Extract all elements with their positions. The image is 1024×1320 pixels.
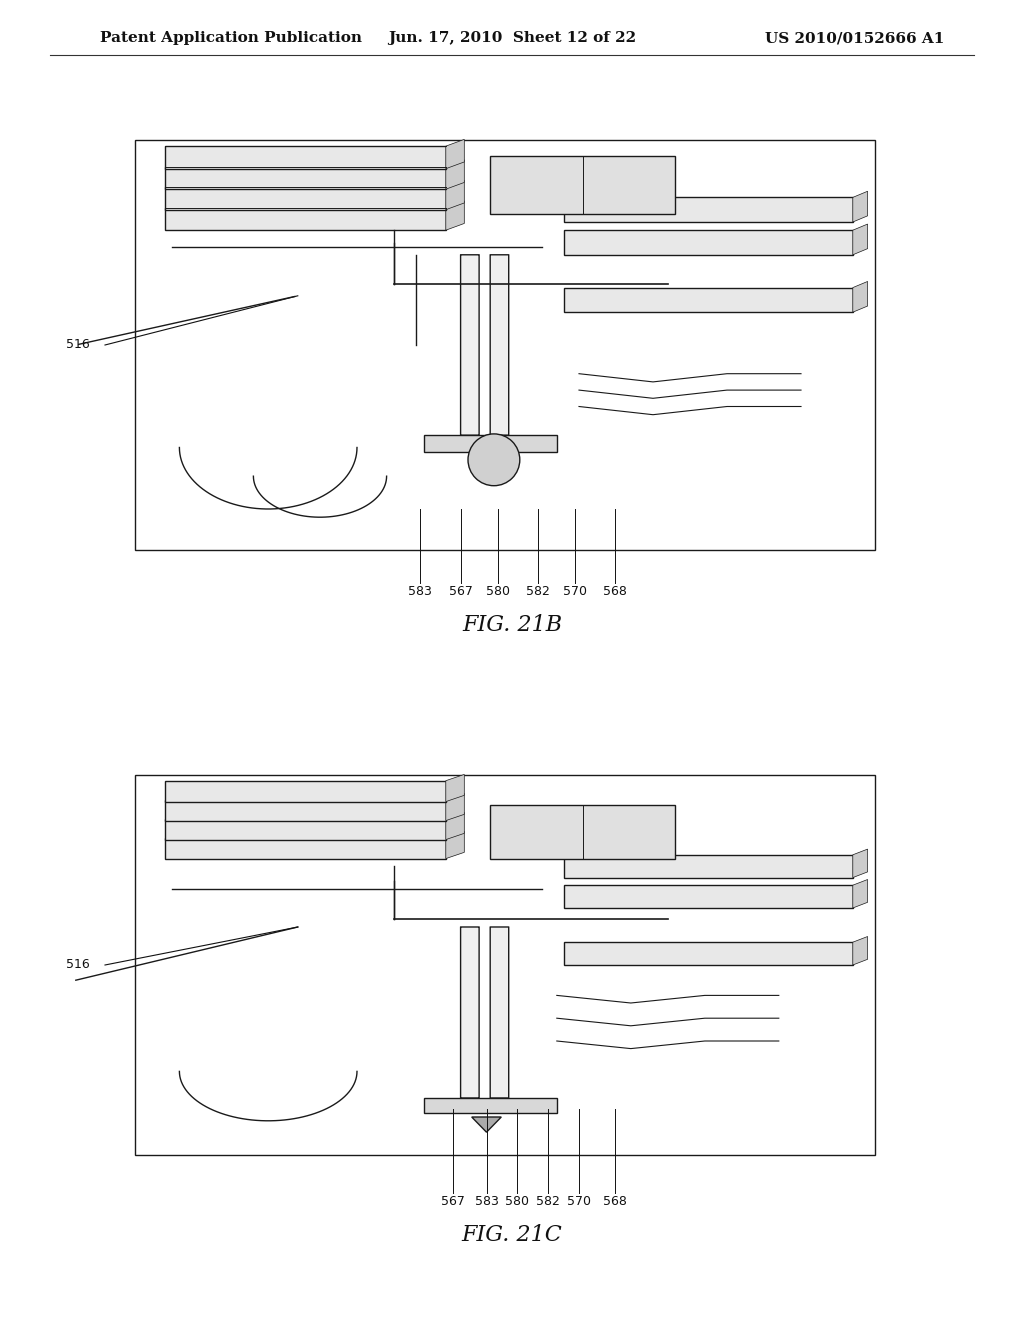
Polygon shape	[445, 160, 464, 189]
Bar	[165, 800, 445, 821]
Text: 582: 582	[526, 585, 550, 598]
Bar	[564, 230, 853, 255]
Text: 583: 583	[408, 585, 432, 598]
Bar	[165, 147, 445, 169]
Bar	[165, 818, 445, 840]
Bar	[564, 855, 853, 878]
Polygon shape	[853, 849, 867, 878]
Text: US 2010/0152666 A1: US 2010/0152666 A1	[765, 30, 944, 45]
Polygon shape	[853, 879, 867, 908]
Text: 516: 516	[67, 958, 90, 972]
Text: 568: 568	[602, 585, 627, 598]
Bar	[135, 140, 874, 550]
FancyBboxPatch shape	[461, 927, 479, 1098]
Text: FIG. 21C: FIG. 21C	[462, 1224, 562, 1246]
Polygon shape	[472, 1117, 502, 1133]
Polygon shape	[445, 793, 464, 821]
Polygon shape	[853, 281, 867, 313]
Text: Patent Application Publication: Patent Application Publication	[100, 30, 362, 45]
FancyBboxPatch shape	[490, 255, 509, 436]
Text: 582: 582	[536, 1195, 560, 1208]
Bar	[490, 805, 675, 858]
Text: 570: 570	[567, 1195, 591, 1208]
Bar	[564, 942, 853, 965]
Bar	[564, 198, 853, 222]
Bar	[424, 436, 557, 451]
Polygon shape	[853, 936, 867, 965]
Bar	[165, 838, 445, 858]
Bar	[564, 886, 853, 908]
FancyBboxPatch shape	[490, 927, 509, 1098]
Text: 516: 516	[67, 338, 90, 351]
Bar	[165, 780, 445, 801]
Text: 580: 580	[485, 585, 510, 598]
Polygon shape	[445, 140, 464, 169]
Polygon shape	[853, 191, 867, 222]
Circle shape	[468, 434, 520, 486]
Bar	[165, 187, 445, 210]
Text: 567: 567	[441, 1195, 465, 1208]
Polygon shape	[445, 832, 464, 858]
Bar	[564, 288, 853, 313]
Text: 568: 568	[602, 1195, 627, 1208]
Polygon shape	[445, 201, 464, 230]
Bar	[165, 166, 445, 189]
Text: 580: 580	[505, 1195, 528, 1208]
Polygon shape	[445, 775, 464, 801]
Text: 567: 567	[449, 585, 472, 598]
Bar	[424, 1098, 557, 1113]
Bar	[165, 207, 445, 230]
FancyBboxPatch shape	[461, 255, 479, 436]
Polygon shape	[445, 812, 464, 840]
Polygon shape	[853, 224, 867, 255]
Polygon shape	[445, 181, 464, 210]
Text: Jun. 17, 2010  Sheet 12 of 22: Jun. 17, 2010 Sheet 12 of 22	[388, 30, 636, 45]
Text: FIG. 21B: FIG. 21B	[462, 614, 562, 636]
Bar	[490, 156, 675, 214]
Text: 570: 570	[563, 585, 588, 598]
Text: 583: 583	[474, 1195, 499, 1208]
Bar	[135, 775, 874, 1155]
